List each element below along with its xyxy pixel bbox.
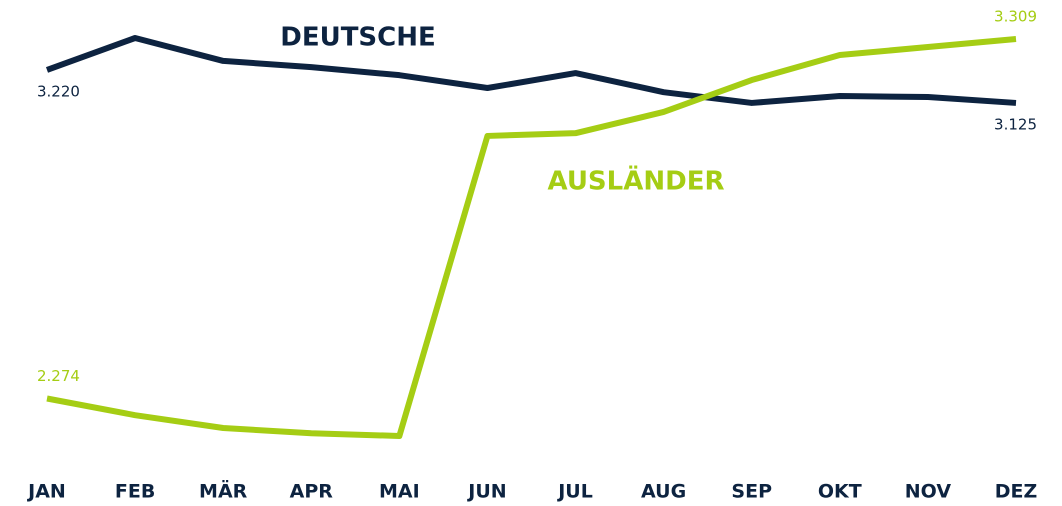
x-tick-label: FEB [115, 481, 155, 503]
series-line [45, 35, 1017, 106]
x-tick-label: SEP [731, 481, 772, 503]
x-tick-label: JUN [466, 481, 506, 503]
x-tick-label: OKT [818, 481, 862, 503]
x-tick-label: MAI [379, 481, 420, 503]
series-label: AUSLÄNDER [548, 165, 725, 197]
series-label: DEUTSCHE [280, 23, 436, 53]
x-tick-label: JUL [556, 481, 593, 503]
series-line [46, 36, 1017, 439]
data-label: 3.220 [37, 82, 80, 100]
x-tick-label: JAN [26, 481, 66, 503]
x-tick-label: NOV [905, 481, 952, 503]
x-tick-label: APR [290, 481, 334, 503]
data-label: 3.125 [994, 115, 1037, 133]
x-tick-label: MÄR [199, 479, 248, 503]
x-tick-label: DEZ [995, 481, 1038, 503]
data-label: 2.274 [37, 367, 80, 385]
x-tick-label: AUG [641, 481, 686, 503]
data-label: 3.309 [994, 8, 1037, 26]
